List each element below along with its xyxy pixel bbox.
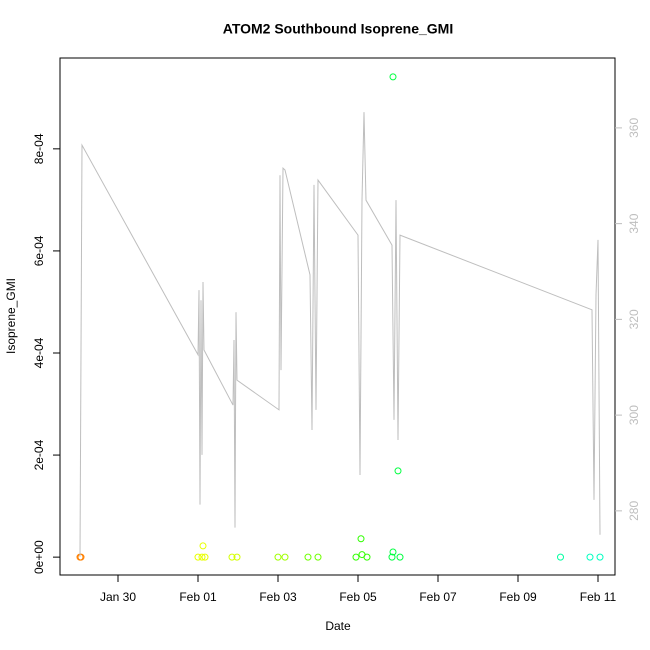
scatter-point bbox=[199, 542, 207, 550]
scatter-point bbox=[389, 548, 397, 556]
scatter-point bbox=[194, 553, 202, 561]
y-axis-label: Isoprene_GMI bbox=[4, 278, 18, 354]
x-axis-label: Date bbox=[325, 619, 351, 633]
y2-tick-label: 320 bbox=[627, 309, 641, 329]
x-tick-label: Feb 07 bbox=[419, 590, 457, 604]
y-tick-label: 6e-04 bbox=[32, 235, 46, 266]
scatter-point bbox=[396, 553, 404, 561]
y-tick-label: 4e-04 bbox=[32, 337, 46, 368]
x-tick-label: Feb 11 bbox=[580, 590, 617, 604]
x-tick-label: Feb 09 bbox=[499, 590, 537, 604]
scatter-point bbox=[281, 553, 289, 561]
x-tick-label: Feb 01 bbox=[179, 590, 217, 604]
y-tick-label: 0e+00 bbox=[32, 540, 46, 574]
scatter-point bbox=[557, 553, 564, 561]
scatter-point bbox=[201, 553, 209, 561]
x-tick-label: Feb 03 bbox=[259, 590, 297, 604]
y2-tick-label: 340 bbox=[627, 213, 641, 233]
x-tick-label: Jan 30 bbox=[100, 590, 136, 604]
scatter-point bbox=[363, 553, 371, 561]
scatter-point bbox=[77, 553, 85, 561]
y-tick-label: 2e-04 bbox=[32, 439, 46, 470]
y2-tick-label: 360 bbox=[627, 118, 641, 138]
scatter-point bbox=[304, 553, 312, 561]
scatter-point bbox=[389, 73, 397, 81]
scatter-point bbox=[388, 553, 396, 561]
scatter-point bbox=[274, 553, 282, 561]
scatter-point bbox=[352, 553, 360, 561]
scatter-point bbox=[586, 553, 594, 561]
scatter-point bbox=[233, 553, 241, 561]
y2-tick-label: 300 bbox=[627, 405, 641, 425]
y2-tick-label: 280 bbox=[627, 501, 641, 521]
y-tick-label: 8e-04 bbox=[32, 133, 46, 164]
plot-frame bbox=[59, 57, 616, 576]
scatter-point bbox=[394, 467, 402, 475]
scatter-point bbox=[198, 553, 206, 561]
scatter-point bbox=[357, 535, 365, 543]
scatter-point bbox=[314, 553, 322, 561]
chart-title: ATOM2 Southbound Isoprene_GMI bbox=[223, 21, 453, 37]
x-tick-label: Feb 05 bbox=[339, 590, 377, 604]
line-series bbox=[79, 112, 601, 557]
scatter-point bbox=[596, 553, 604, 561]
scatter-point bbox=[228, 553, 236, 561]
